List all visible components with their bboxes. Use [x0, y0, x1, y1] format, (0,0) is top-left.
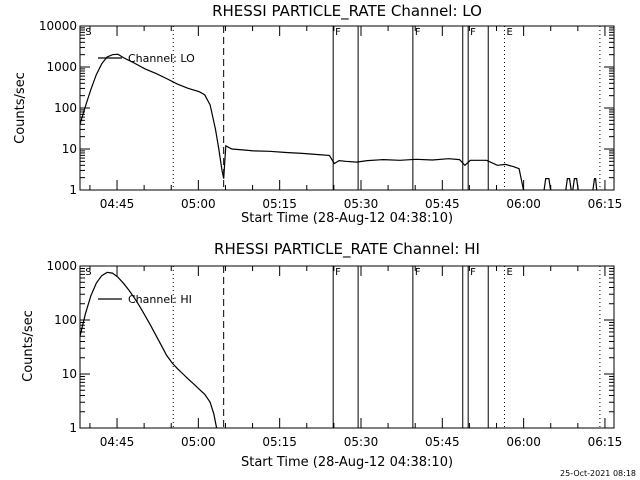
lo-series-line [79, 53, 525, 191]
hi-marker-label: F [470, 267, 476, 278]
lo-x-tick-label: 05:00 [181, 197, 216, 211]
lo-y-tick-label: 1000 [46, 60, 77, 74]
hi-x-tick-label: 04:45 [100, 435, 135, 449]
lo-y-tick-label: 10 [62, 142, 77, 156]
hi-marker-label: S [85, 267, 91, 278]
lo-channel-panel: RHESSI PARTICLE_RATE Channel: LO Start T… [13, 2, 622, 226]
lo-marker-label: F [335, 27, 341, 38]
lo-plot-frame [79, 25, 615, 191]
lo-chart-title: RHESSI PARTICLE_RATE Channel: LO [212, 2, 482, 21]
lo-series-line [592, 178, 598, 191]
lo-marker-label: E [506, 27, 512, 38]
lo-marker-label: F [415, 27, 421, 38]
hi-marker-label: F [415, 267, 421, 278]
hi-y-tick-label: 10 [62, 367, 77, 381]
lo-x-tick-label: 06:15 [588, 197, 623, 211]
hi-x-tick-label: 05:00 [181, 435, 216, 449]
hi-x-tick-label: 05:45 [425, 435, 460, 449]
hi-x-tick-label: 06:15 [588, 435, 623, 449]
hi-x-tick-label: 06:00 [506, 435, 541, 449]
lo-marker-label: F [470, 27, 476, 38]
hi-y-tick-label: 1000 [46, 259, 77, 273]
lo-y-tick-label: 1 [69, 183, 77, 197]
footer-timestamp: 25-Oct-2021 08:18 [560, 469, 636, 478]
lo-series-line [543, 178, 552, 191]
lo-y-tick-label: 10000 [39, 19, 77, 33]
hi-x-axis-label: Start Time (28-Aug-12 04:38:10) [241, 455, 453, 470]
hi-plot-frame [79, 265, 615, 429]
hi-y-tick-label: 100 [54, 313, 77, 327]
lo-x-tick-label: 05:30 [344, 197, 379, 211]
hi-x-tick-label: 05:30 [344, 435, 379, 449]
lo-x-tick-label: 06:00 [506, 197, 541, 211]
lo-y-axis-label: Counts/sec [13, 72, 28, 144]
hi-marker-label: E [506, 267, 512, 278]
lo-x-tick-label: 04:45 [100, 197, 135, 211]
lo-series-line [572, 178, 579, 191]
lo-marker-label: S [85, 27, 91, 38]
hi-y-axis-label: Counts/sec [21, 310, 36, 382]
hi-y-tick-label: 1 [69, 421, 77, 435]
hi-legend-label: Channel: HI [128, 293, 192, 306]
hi-series-line [79, 271, 218, 429]
lo-x-tick-label: 05:45 [425, 197, 460, 211]
lo-legend-label: Channel: LO [128, 52, 195, 65]
lo-x-tick-label: 05:15 [262, 197, 297, 211]
hi-x-tick-label: 05:15 [262, 435, 297, 449]
lo-series-line [565, 178, 572, 191]
hi-marker-label: F [335, 267, 341, 278]
hi-channel-panel: RHESSI PARTICLE_RATE Channel: HI Start T… [21, 240, 622, 470]
lo-x-axis-label: Start Time (28-Aug-12 04:38:10) [241, 211, 453, 226]
hi-chart-title: RHESSI PARTICLE_RATE Channel: HI [214, 240, 480, 259]
lo-y-tick-label: 100 [54, 101, 77, 115]
